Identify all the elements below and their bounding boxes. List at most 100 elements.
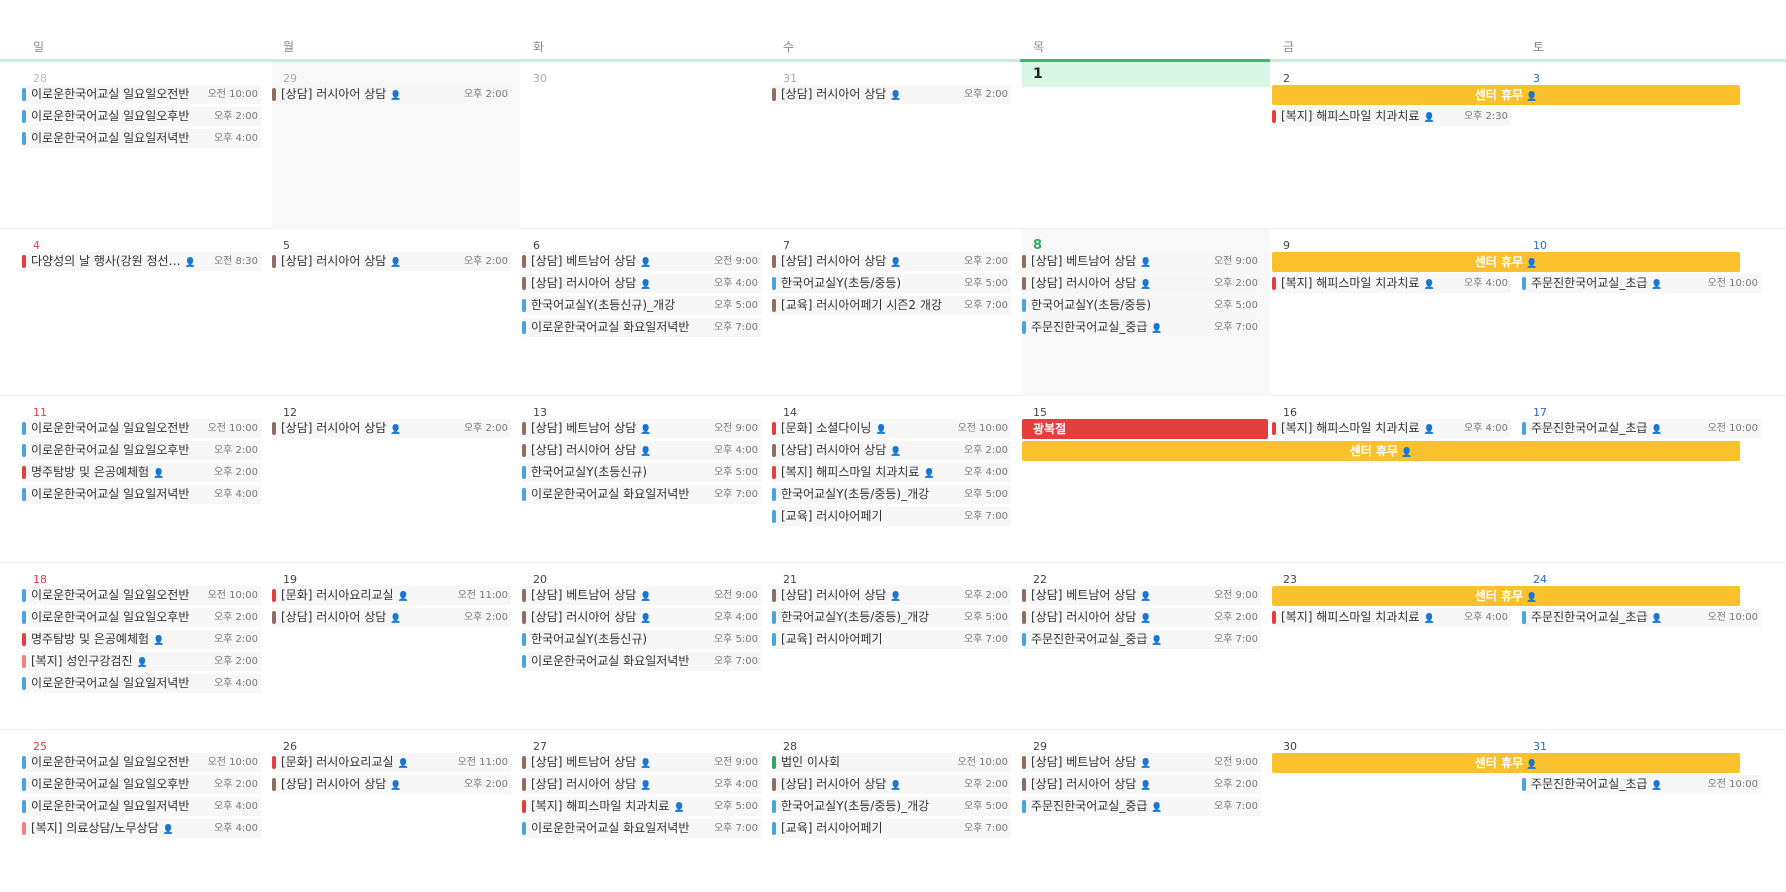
day-cell[interactable]: 19 [272,563,520,730]
day-number[interactable]: 19 [283,573,297,586]
calendar-event[interactable]: [상담] 베트남어 상담 👤 오전 9:00 [1022,252,1261,271]
day-number[interactable]: 28 [33,72,47,85]
day-number[interactable]: 2 [1283,72,1290,85]
calendar-event[interactable]: [복지] 해피스마일 치과치료 👤 오후 4:00 [1272,274,1511,293]
day-number[interactable]: 17 [1533,406,1547,419]
calendar-event[interactable]: 주문진한국어교실_중급 👤 오후 7:00 [1022,318,1261,337]
calendar-event[interactable]: [상담] 러시아어 상담 👤 오후 2:00 [272,419,511,438]
calendar-event[interactable]: 주문진한국어교실_중급 👤 오후 7:00 [1022,797,1261,816]
calendar-event[interactable]: 이로운한국어교실 일요일저녁반 오후 4:00 [22,797,261,816]
calendar-event[interactable]: [복지] 의료상담/노무상담 👤 오후 4:00 [22,819,261,838]
day-cell[interactable]: 28 [0,62,270,229]
day-number[interactable]: 29 [283,72,297,85]
day-number[interactable]: 18 [33,573,47,586]
day-cell[interactable]: 31 [772,62,1020,229]
day-cell[interactable]: 26 [272,730,520,892]
day-cell[interactable]: 17 [1522,396,1770,563]
center-closed-event[interactable]: 센터 휴무 👤 [1272,252,1740,272]
day-number[interactable]: 13 [533,406,547,419]
day-cell[interactable]: 20 [522,563,770,730]
calendar-event[interactable]: [교육] 러시아어페기 오후 7:00 [772,819,1011,838]
calendar-event[interactable]: [상담] 베트남어 상담 👤 오전 9:00 [522,419,761,438]
calendar-event[interactable]: [상담] 러시아어 상담 👤 오후 2:00 [772,252,1011,271]
calendar-event[interactable]: 이로운한국어교실 화요일저녁반 오후 7:00 [522,652,761,671]
calendar-event[interactable]: [상담] 러시아어 상담 👤 오후 2:00 [772,85,1011,104]
calendar-event[interactable]: [상담] 러시아어 상담 👤 오후 4:00 [522,441,761,460]
day-number[interactable]: 6 [533,239,540,252]
calendar-event[interactable]: 이로운한국어교실 일요일오전반 오전 10:00 [22,85,261,104]
calendar-event[interactable]: [상담] 러시아어 상담 👤 오후 2:00 [772,441,1011,460]
day-number[interactable]: 1 [1022,62,1270,87]
day-number[interactable]: 30 [1283,740,1297,753]
day-cell[interactable]: 29 [1022,730,1270,892]
day-number[interactable]: 3 [1533,72,1540,85]
calendar-event[interactable]: 이로운한국어교실 일요일저녁반 오후 4:00 [22,485,261,504]
day-cell[interactable]: 30 [1272,730,1520,892]
calendar-event[interactable]: 한국어교실Y(초등신규)_개강 오후 5:00 [522,296,761,315]
day-number[interactable]: 10 [1533,239,1547,252]
calendar-event[interactable]: 이로운한국어교실 일요일오전반 오전 10:00 [22,753,261,772]
day-number[interactable]: 16 [1283,406,1297,419]
calendar-event[interactable]: 한국어교실Y(초등신규) 오후 5:00 [522,463,761,482]
calendar-event[interactable]: [상담] 러시아어 상담 👤 오후 2:00 [272,608,511,627]
day-cell[interactable]: 6 [522,229,770,396]
calendar-event[interactable]: 한국어교실Y(초등/중등)_개강 오후 5:00 [772,608,1011,627]
calendar-event[interactable]: [상담] 러시아어 상담 👤 오후 2:00 [272,775,511,794]
calendar-event[interactable]: [상담] 러시아어 상담 👤 오후 4:00 [522,608,761,627]
calendar-event[interactable]: 주문진한국어교실_초급 👤 오전 10:00 [1522,775,1761,794]
day-cell[interactable]: 2 [1272,62,1520,229]
day-number[interactable]: 7 [783,239,790,252]
day-cell[interactable]: 14 [772,396,1020,563]
day-cell[interactable]: 9 [1272,229,1520,396]
calendar-event[interactable]: [교육] 러시아어페기 시즌2 개강 오후 7:00 [772,296,1011,315]
day-number[interactable]: 4 [33,239,40,252]
day-cell[interactable]: 13 [522,396,770,563]
calendar-event[interactable]: [상담] 러시아어 상담 👤 오후 2:00 [272,252,511,271]
day-cell[interactable]: 27 [522,730,770,892]
calendar-event[interactable]: [상담] 러시아어 상담 👤 오후 2:00 [1022,608,1261,627]
calendar-event[interactable]: [교육] 러시아어페기 오후 7:00 [772,507,1011,526]
day-number[interactable]: 14 [783,406,797,419]
calendar-event[interactable]: [상담] 러시아어 상담 👤 오후 2:00 [772,775,1011,794]
day-cell[interactable]: 28 [772,730,1020,892]
day-number[interactable]: 25 [33,740,47,753]
calendar-event[interactable]: [복지] 해피스마일 치과치료 👤 오후 5:00 [522,797,761,816]
calendar-event[interactable]: 이로운한국어교실 일요일오후반 오후 2:00 [22,107,261,126]
day-cell[interactable]: 21 [772,563,1020,730]
calendar-event[interactable]: 명주탐방 및 은공예체험 👤 오후 2:00 [22,630,261,649]
calendar-event[interactable]: 한국어교실Y(초등/중등)_개강 오후 5:00 [772,485,1011,504]
day-number[interactable]: 22 [1033,573,1047,586]
calendar-event[interactable]: 이로운한국어교실 화요일저녁반 오후 7:00 [522,485,761,504]
day-number[interactable]: 31 [1533,740,1547,753]
day-number[interactable]: 26 [283,740,297,753]
calendar-event[interactable]: 한국어교실Y(초등신규) 오후 5:00 [522,630,761,649]
day-cell[interactable]: 5 [272,229,520,396]
day-cell[interactable]: 7 [772,229,1020,396]
calendar-event[interactable]: 주문진한국어교실_초급 👤 오전 10:00 [1522,608,1761,627]
center-closed-event[interactable]: 센터 휴무 👤 [1272,85,1740,105]
holiday-event[interactable]: 광복절 [1022,419,1268,439]
calendar-event[interactable]: 다양성의 날 행사(강원 정선… 👤 오전 8:30 [22,252,261,271]
calendar-event[interactable]: 이로운한국어교실 일요일저녁반 오후 4:00 [22,674,261,693]
day-number[interactable]: 31 [783,72,797,85]
calendar-event[interactable]: [상담] 베트남어 상담 👤 오전 9:00 [1022,753,1261,772]
day-cell[interactable]: 25 [0,730,270,892]
calendar-event[interactable]: [상담] 베트남어 상담 👤 오전 9:00 [522,252,761,271]
day-number[interactable]: 28 [783,740,797,753]
day-cell[interactable]: 10 [1522,229,1770,396]
day-cell[interactable]: 4 [0,229,270,396]
calendar-event[interactable]: [상담] 베트남어 상담 👤 오전 9:00 [522,753,761,772]
day-cell[interactable]: 22 [1022,563,1270,730]
calendar-event[interactable]: 이로운한국어교실 일요일오후반 오후 2:00 [22,775,261,794]
calendar-event[interactable]: 이로운한국어교실 일요일오전반 오전 10:00 [22,586,261,605]
day-cell[interactable]: 24 [1522,563,1770,730]
calendar-event[interactable]: 법인 이사회 오전 10:00 [772,753,1011,772]
calendar-event[interactable]: [복지] 해피스마일 치과치료 👤 오후 4:00 [772,463,1011,482]
calendar-event[interactable]: 이로운한국어교실 화요일저녁반 오후 7:00 [522,819,761,838]
calendar-event[interactable]: [상담] 러시아어 상담 👤 오후 2:00 [272,85,511,104]
day-cell[interactable]: 1 [1022,62,1270,229]
calendar-event[interactable]: [문화] 러시아요리교실 👤 오전 11:00 [272,586,511,605]
day-number[interactable]: 11 [33,406,47,419]
calendar-event[interactable]: 한국어교실Y(초등/중등)_개강 오후 5:00 [772,797,1011,816]
day-cell[interactable]: 30 [522,62,770,229]
